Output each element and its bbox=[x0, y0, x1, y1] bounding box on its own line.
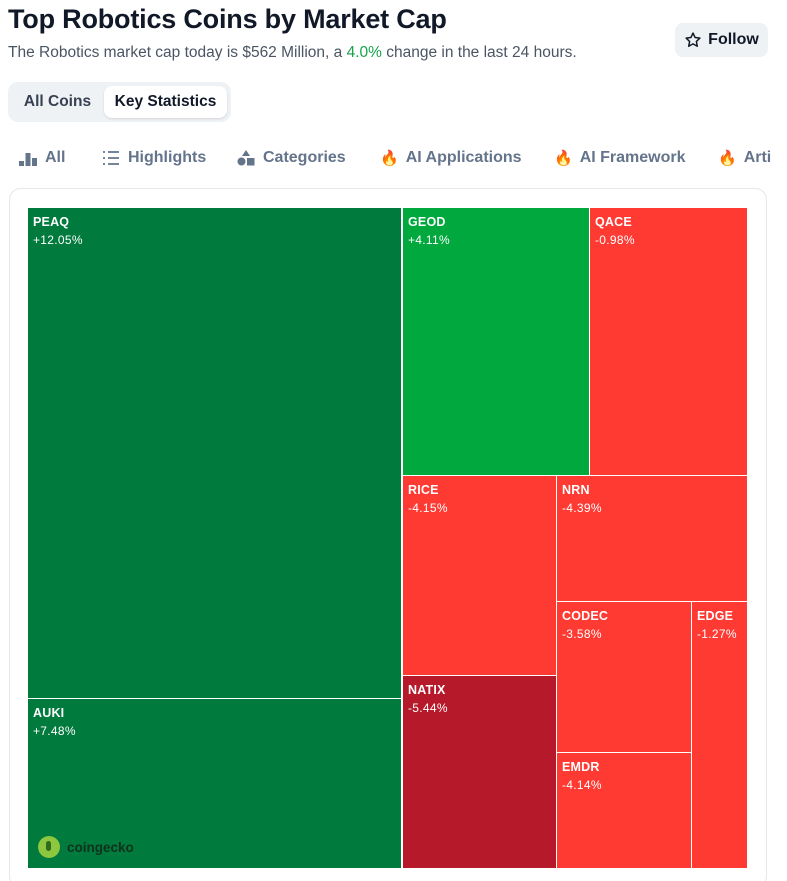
coin-change: -5.44% bbox=[408, 701, 448, 715]
fire-icon: 🔥 bbox=[380, 149, 399, 167]
follow-label: Follow bbox=[708, 31, 759, 48]
summary-suffix: change in the last 24 hours. bbox=[381, 44, 577, 61]
coin-change: -4.39% bbox=[562, 501, 602, 515]
tab-label: AI Framework bbox=[579, 149, 686, 166]
tab-label: All bbox=[45, 149, 66, 166]
tab-artificial-intelligence[interactable]: 🔥 Arti bbox=[718, 147, 771, 169]
coin-change: +7.48% bbox=[33, 724, 76, 738]
watermark-text: coingecko bbox=[67, 839, 134, 855]
coin-change: -1.27% bbox=[697, 627, 737, 641]
view-toggle: All Coins Key Statistics bbox=[8, 82, 231, 122]
fire-icon: 🔥 bbox=[718, 149, 737, 167]
list-icon bbox=[103, 151, 119, 165]
tab-ai-applications[interactable]: 🔥 AI Applications bbox=[380, 147, 522, 169]
coin-symbol: RICE bbox=[408, 483, 439, 497]
tab-highlights[interactable]: Highlights bbox=[101, 147, 206, 169]
coin-symbol: EMDR bbox=[562, 760, 600, 774]
all-coins-toggle[interactable]: All Coins bbox=[23, 93, 92, 110]
treemap-cell-codec[interactable]: CODEC -3.58% bbox=[556, 601, 692, 753]
coin-change: +4.11% bbox=[408, 233, 450, 247]
treemap-cell-nrn[interactable]: NRN -4.39% bbox=[556, 475, 748, 602]
treemap-cell-peaq[interactable]: PEAQ +12.05% bbox=[27, 207, 402, 699]
coingecko-watermark: coingecko bbox=[38, 836, 134, 858]
coin-change: -4.14% bbox=[562, 778, 602, 792]
treemap-cell-geod[interactable]: GEOD +4.11% bbox=[402, 207, 590, 476]
coin-symbol: EDGE bbox=[697, 609, 734, 623]
treemap-cell-natix[interactable]: NATIX -5.44% bbox=[402, 675, 557, 869]
coin-symbol: QACE bbox=[595, 215, 632, 229]
coin-change: -4.15% bbox=[408, 501, 448, 515]
key-statistics-toggle[interactable]: Key Statistics bbox=[104, 86, 227, 118]
follow-button[interactable]: Follow bbox=[675, 23, 768, 57]
tab-label: Categories bbox=[263, 149, 346, 166]
tab-label: AI Applications bbox=[405, 149, 522, 166]
coin-symbol: AUKI bbox=[33, 706, 65, 720]
bar-chart-icon bbox=[19, 153, 37, 166]
coin-symbol: PEAQ bbox=[33, 215, 70, 229]
coin-change: -0.98% bbox=[595, 233, 635, 247]
tab-all[interactable]: All bbox=[18, 147, 65, 169]
market-cap-treemap: PEAQ +12.05% AUKI +7.48% GEOD +4.11% QAC… bbox=[27, 207, 748, 869]
market-cap-summary: The Robotics market cap today is $562 Mi… bbox=[8, 44, 577, 62]
shapes-icon bbox=[237, 150, 255, 166]
coin-symbol: NRN bbox=[562, 483, 590, 497]
treemap-cell-edge[interactable]: EDGE -1.27% bbox=[691, 601, 748, 869]
coin-symbol: CODEC bbox=[562, 609, 609, 623]
tab-ai-framework[interactable]: 🔥 AI Framework bbox=[554, 147, 686, 169]
summary-change-percent: 4.0% bbox=[346, 44, 382, 61]
star-icon bbox=[685, 32, 701, 47]
summary-prefix: The Robotics market cap today is $562 Mi… bbox=[8, 44, 347, 61]
page-title: Top Robotics Coins by Market Cap bbox=[8, 4, 447, 34]
fire-icon: 🔥 bbox=[554, 149, 573, 167]
coin-change: -3.58% bbox=[562, 627, 602, 641]
tab-categories[interactable]: Categories bbox=[236, 147, 346, 169]
treemap-cell-emdr[interactable]: EMDR -4.14% bbox=[556, 752, 692, 869]
category-tabs: All Highlights Categories 🔥 AI Applicati… bbox=[0, 140, 787, 176]
tab-label: Arti bbox=[743, 149, 772, 166]
treemap-cell-auki[interactable]: AUKI +7.48% bbox=[27, 698, 402, 869]
treemap-cell-qace[interactable]: QACE -0.98% bbox=[589, 207, 748, 476]
coin-change: +12.05% bbox=[33, 233, 83, 247]
treemap-cell-rice[interactable]: RICE -4.15% bbox=[402, 475, 557, 676]
gecko-logo-icon bbox=[38, 836, 60, 858]
tab-label: Highlights bbox=[128, 149, 207, 166]
coin-symbol: GEOD bbox=[408, 215, 446, 229]
coin-symbol: NATIX bbox=[408, 683, 446, 697]
